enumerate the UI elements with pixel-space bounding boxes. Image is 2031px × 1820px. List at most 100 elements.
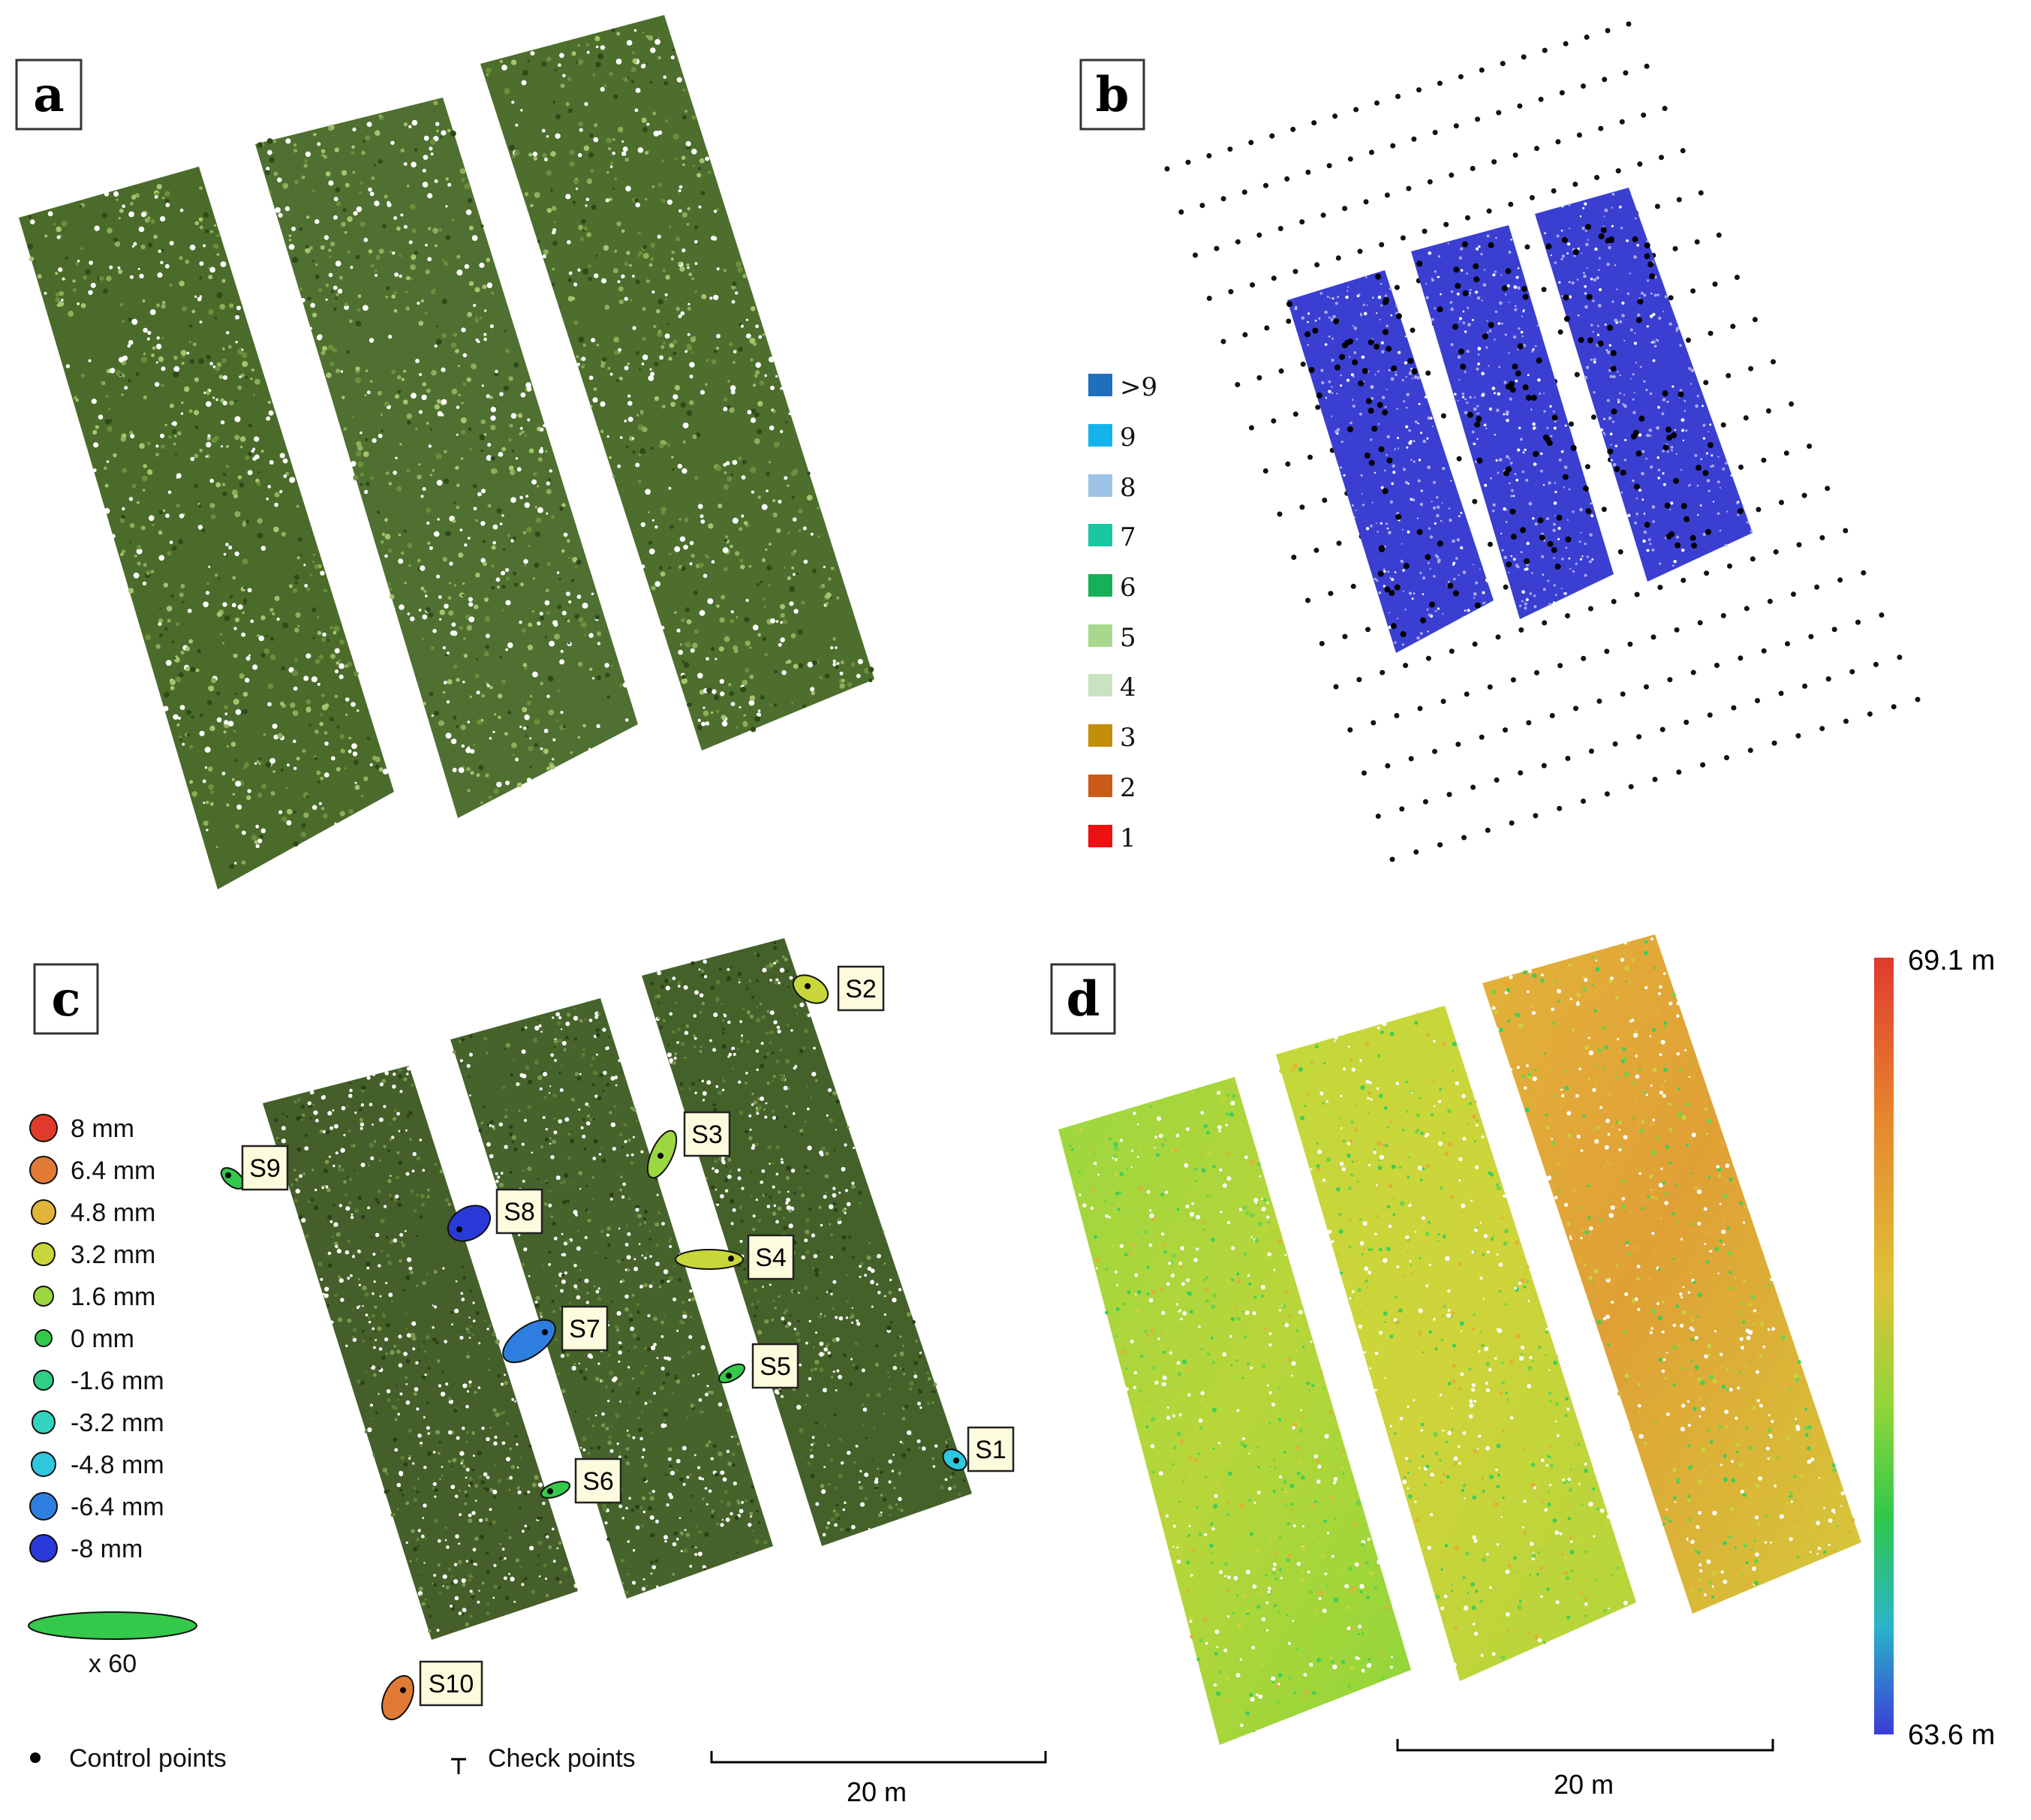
legend-c-label-neg4-8mm: -4.8 mm [71,1451,164,1479]
panel-c-strips [263,938,972,1640]
panel-a-strip-1 [19,167,394,889]
site-s5: S5 [718,1343,799,1389]
legend-b-swatch-4 [1088,674,1112,696]
legend-b-swatch-5 [1088,624,1112,647]
panel-c: c S1 S2 S3 [28,938,1047,1807]
site-s8-control-point [456,1226,462,1232]
panel-d-strips [1058,934,1861,1745]
legend-c-marker-neg4-8mm [31,1451,56,1477]
panel-d-scale-bar: 20 m [1396,1739,1774,1800]
site-s5-label: S5 [760,1352,791,1381]
site-s10-control-point [400,1687,406,1693]
legend-b-label-gt9: >9 [1120,372,1157,402]
panel-a-strips [19,15,874,889]
site-s5-ellipse [718,1363,746,1384]
legend-b-swatch-gt9 [1088,374,1112,396]
legend-b-swatch-7 [1088,524,1112,546]
panel-c-scale-bar: 20 m [710,1751,1047,1807]
site-s4-control-point [728,1256,734,1262]
legend-c-marker-4-8mm [31,1199,56,1225]
site-s7-ellipse [502,1319,556,1364]
legend-c-label-neg6-4mm: -6.4 mm [71,1493,164,1521]
panel-d-colorbar: 69.1 m 63.6 m [1874,945,1995,1751]
site-s10-box [419,1660,483,1707]
legend-b-swatch-2 [1088,775,1112,797]
panel-a-texture [27,29,874,870]
legend-b-label-5: 5 [1120,623,1136,653]
legend-b-label-3: 3 [1120,723,1136,753]
site-s4-box [747,1234,795,1280]
site-s8-label: S8 [504,1198,535,1226]
scale-bar-d-line [1396,1739,1774,1752]
legend-c-marker-1-6mm [33,1286,54,1307]
legend-b-swatch-9 [1088,424,1112,447]
panel-c-label-box [33,963,99,1035]
site-s4-ellipse [675,1249,744,1270]
site-s8: S8 [447,1188,543,1242]
panel-d: d 69.1 m 63.6 m 20 m [1050,934,1995,1800]
site-s3-label: S3 [691,1121,723,1149]
scale-bar-d-label: 20 m [1554,1769,1614,1800]
legend-b-swatch-6 [1088,574,1112,597]
legend-b-label-9: 9 [1120,423,1136,453]
legend-c-label-neg8mm: -8 mm [71,1535,143,1563]
colorbar-d-max-label: 69.1 m [1908,945,1995,976]
legend-c-marker-0mm [35,1329,53,1347]
site-s1-control-point [953,1458,959,1464]
site-s1-label: S1 [975,1436,1006,1464]
legend-c-marker-neg3-2mm [32,1410,56,1434]
panel-b-strip-2 [1411,225,1614,619]
site-s6-control-point [547,1488,553,1494]
site-s7-label: S7 [569,1315,600,1343]
site-s1: S1 [942,1426,1015,1473]
panel-a-label: a [33,67,64,123]
site-s4: S4 [675,1234,795,1280]
panel-d-label-box [1050,963,1116,1035]
legend-b-label-4: 4 [1120,672,1136,702]
site-s6-box [574,1458,622,1504]
site-s5-control-point [726,1373,732,1379]
site-s7: S7 [502,1305,609,1364]
legend-c-control-point-marker [30,1752,41,1763]
site-s7-box [561,1305,609,1352]
site-s2-box [837,965,885,1012]
legend-b-swatch-3 [1088,724,1112,747]
legend-c-marker-neg6-4mm [29,1492,58,1521]
panel-c-strip-2 [450,998,773,1599]
legend-c-marker-6-4mm [29,1156,58,1184]
legend-c-control-points-label: Control points [69,1744,227,1773]
site-s1-box [967,1426,1015,1473]
panel-a: a [15,15,874,889]
legend-c-scale-label: x 60 [89,1650,137,1678]
legend-b-label-2: 2 [1120,773,1136,803]
panel-c-sites: S1 S2 S3 S4 [220,965,1015,1721]
panel-c-strip-1 [263,1066,578,1640]
legend-c-label-8mm: 8 mm [71,1115,134,1143]
legend-b-swatch-8 [1088,474,1112,497]
panel-d-strip-1 [1058,1077,1411,1745]
site-s2-label: S2 [845,975,877,1003]
panel-b-strip-3 [1535,188,1753,582]
panel-c-label: c [52,971,81,1027]
panel-a-strip-2 [255,98,638,818]
panel-d-strip-3 [1482,934,1861,1614]
site-s3: S3 [646,1111,731,1179]
legend-c-label-neg1-6mm: -1.6 mm [71,1367,164,1395]
site-s4-label: S4 [755,1244,787,1272]
legend-b-label-1: 1 [1120,823,1136,853]
panel-c-texture [274,941,966,1633]
legend-b-label-6: 6 [1120,573,1136,603]
legend-b-label-8: 8 [1120,473,1136,503]
panel-a-label-box [15,59,83,131]
legend-c-scale-ellipse [28,1611,197,1640]
site-s6: S6 [540,1458,622,1504]
site-s9-control-point [225,1172,231,1178]
legend-c-label-4-8mm: 4.8 mm [71,1199,155,1227]
site-s9-label: S9 [249,1154,281,1183]
panel-b: b >9 9 8 7 6 5 4 3 2 1 [1079,21,1921,862]
panel-b-strip-points [1286,192,1753,646]
site-s9-box [241,1145,289,1191]
panel-d-texture [1069,937,1855,1735]
site-s3-box [683,1111,731,1157]
site-s3-control-point [657,1153,663,1159]
